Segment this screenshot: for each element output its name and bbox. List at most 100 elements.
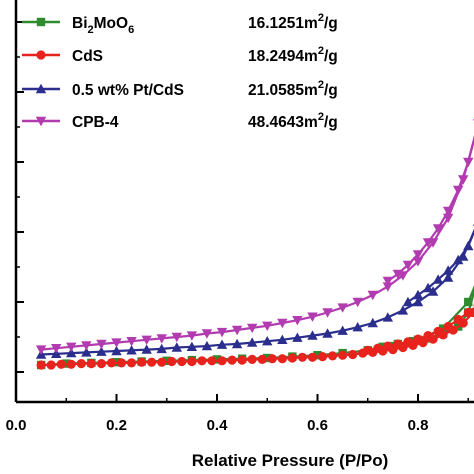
axes: 0.0 0.2 0.4 0.6 0.8 (6, 0, 474, 434)
legend-surface-area: 48.4643m2/g (248, 111, 338, 131)
data-point (413, 334, 423, 344)
data-point (156, 334, 167, 344)
data-point (307, 312, 318, 322)
legend-label: 0.5 wt% Pt/CdS (72, 82, 184, 99)
legend-label: CPB-4 (72, 114, 119, 131)
legend-label: CdS (72, 48, 103, 65)
data-point (277, 334, 288, 344)
data-point (433, 326, 443, 336)
data-point (373, 343, 383, 353)
data-point (382, 282, 394, 292)
data-point (322, 308, 333, 318)
data-point (277, 318, 288, 329)
data-point (216, 339, 228, 349)
data-point (338, 350, 348, 360)
data-point (201, 340, 213, 351)
data-point (116, 358, 127, 368)
data-point (307, 352, 318, 362)
data-point (464, 297, 473, 307)
data-point (367, 290, 378, 301)
x-tick-label: 0.6 (307, 417, 328, 434)
data-point (423, 331, 433, 341)
data-point (317, 352, 328, 362)
data-point (237, 355, 247, 365)
data-point (212, 355, 222, 364)
data-point (35, 83, 47, 94)
data-point (402, 260, 414, 271)
data-point (363, 345, 373, 355)
data-point (352, 297, 363, 308)
data-point (187, 356, 197, 367)
data-point (86, 359, 96, 369)
data-point (383, 341, 393, 351)
data-point (217, 356, 227, 366)
data-point (307, 330, 318, 340)
data-point (403, 337, 413, 347)
data-point (126, 358, 137, 368)
series-line (387, 135, 474, 282)
series-line (41, 228, 474, 356)
data-point (352, 322, 363, 332)
data-point (157, 357, 167, 367)
data-point (422, 282, 434, 293)
data-point (432, 274, 444, 284)
data-point (337, 325, 348, 335)
data-point (277, 354, 287, 364)
data-point (96, 359, 107, 369)
data-point (393, 339, 403, 349)
legend-label: Bi2MoO6 (72, 15, 134, 36)
data-point (412, 289, 424, 300)
data-point (463, 307, 473, 318)
data-point (111, 345, 122, 356)
data-point (126, 337, 137, 347)
data-point (35, 345, 47, 355)
data-point (227, 355, 237, 365)
data-point (442, 265, 454, 275)
data-point (201, 329, 213, 339)
legend-surface-area: 18.2494m2/g (248, 45, 338, 65)
data-point (453, 314, 463, 325)
data-point (147, 357, 157, 367)
x-tick-label: 0.2 (106, 417, 127, 434)
data-point (126, 345, 137, 355)
legend-item: CPB-4 48.4643m2/g (22, 111, 338, 131)
data-point (56, 359, 66, 369)
data-point (313, 351, 322, 360)
legend-item: 0.5 wt% Pt/CdS 21.0585m2/g (22, 79, 338, 99)
data-point (327, 351, 338, 361)
data-point (246, 337, 258, 347)
data-point (262, 336, 273, 346)
data-point (412, 250, 424, 260)
data-point (397, 305, 409, 315)
data-point (36, 360, 46, 370)
data-point (402, 296, 414, 307)
data-point (106, 358, 117, 368)
x-tick-label: 0.8 (408, 417, 429, 434)
series-0-5-wt-pt-cds (35, 224, 474, 359)
data-point (453, 254, 464, 265)
data-point (322, 328, 333, 338)
data-point (231, 338, 243, 349)
series-line (40, 135, 474, 351)
data-point (422, 238, 434, 248)
legend: Bi2MoO6 16.1251m2/g CdS 18.2494m2/g 0.5 wt% … (22, 12, 338, 131)
data-point (292, 332, 303, 342)
data-point (392, 269, 404, 280)
data-point (427, 286, 439, 296)
data-point (337, 303, 348, 313)
data-point (76, 359, 86, 369)
data-point (137, 357, 147, 367)
data-point (177, 356, 187, 367)
data-point (207, 356, 217, 366)
data-point (458, 175, 469, 185)
data-point (36, 50, 46, 60)
legend-item: CdS 18.2494m2/g (22, 45, 338, 65)
data-point (367, 317, 378, 328)
series-line (41, 309, 474, 367)
data-point (141, 344, 152, 354)
data-point (216, 327, 228, 338)
data-point (46, 360, 56, 370)
data-point (247, 354, 257, 364)
data-point (287, 353, 297, 363)
